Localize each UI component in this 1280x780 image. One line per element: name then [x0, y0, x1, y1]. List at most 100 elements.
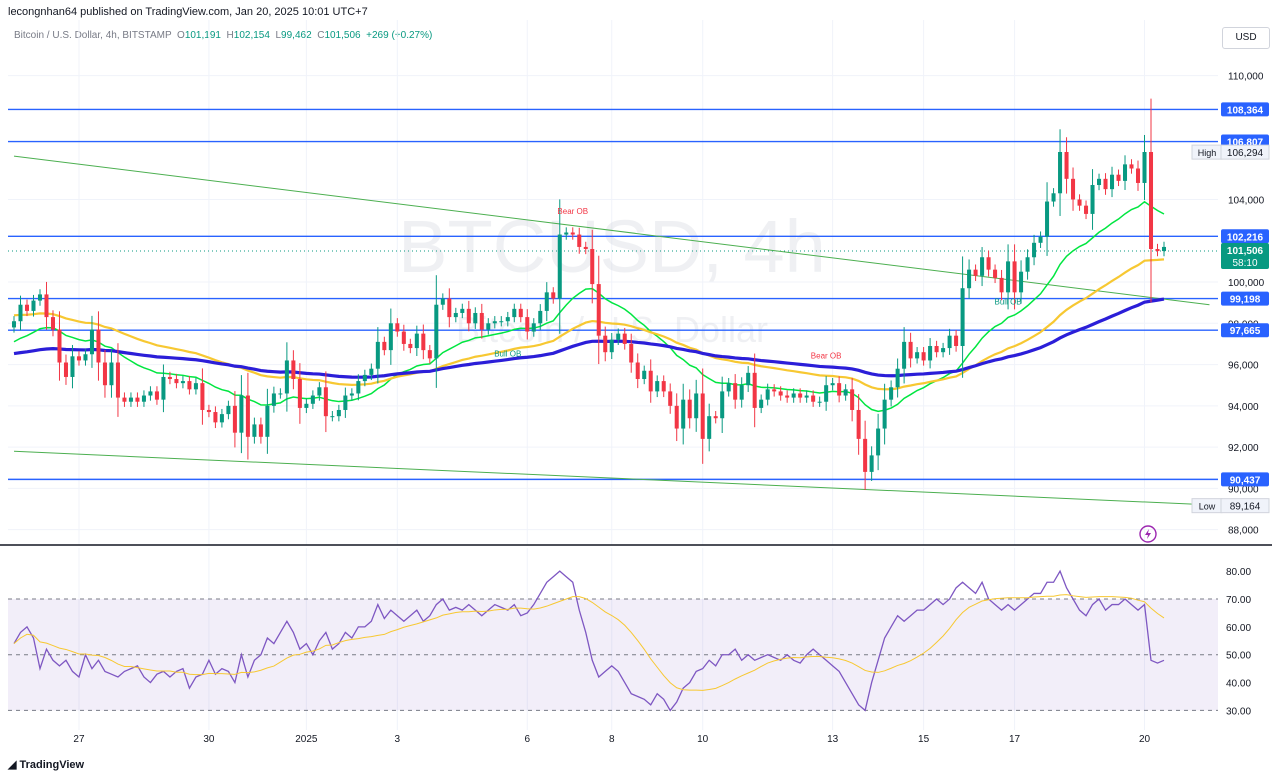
candle-body [479, 312, 484, 330]
currency-button[interactable]: USD [1222, 27, 1270, 49]
candle-body [889, 387, 894, 400]
candle-body [882, 399, 887, 429]
candle-body [739, 385, 744, 400]
candle-body [148, 391, 153, 396]
candle-body [180, 381, 185, 384]
last-price-tag-label: 101,506 [1227, 246, 1264, 257]
candle-body [629, 343, 634, 363]
legend-low: 99,462 [281, 30, 312, 41]
candle-body [492, 321, 497, 324]
candle-body [538, 310, 543, 324]
last-price-tag [1221, 242, 1269, 269]
candle-body [109, 362, 114, 386]
level-price-tag-label: 106,807 [1227, 138, 1264, 149]
tradingview-brand: ◢ TradingView [8, 758, 84, 771]
candle-body [395, 323, 400, 332]
candle-body [362, 374, 367, 382]
candle-body [252, 424, 257, 437]
price-tick-label: 104,000 [1228, 195, 1265, 206]
candle-body [408, 343, 413, 349]
candle-body [778, 391, 783, 396]
candle-body [700, 393, 705, 439]
candle-body [193, 383, 198, 390]
candle-body [434, 304, 439, 359]
candle-body [655, 381, 660, 392]
candle-body [245, 395, 250, 437]
rsi-tick-label: 60.00 [1226, 623, 1251, 634]
candle-body [37, 294, 43, 301]
candle-body [583, 246, 588, 249]
candle-body [720, 391, 725, 419]
rsi-tick-label: 30.00 [1226, 706, 1251, 717]
time-tick-label: 30 [203, 734, 215, 745]
price-tick-label: 88,000 [1228, 526, 1259, 537]
ob-annotation: Bear OB [557, 207, 588, 216]
candle-body [343, 395, 348, 410]
candle-body [1019, 271, 1024, 293]
candle-body [1116, 174, 1121, 181]
candle-body [902, 341, 907, 369]
candle-body [460, 308, 465, 313]
candle-body [466, 308, 471, 324]
candle-body [1103, 178, 1108, 190]
alert-icon[interactable] [1139, 525, 1157, 543]
legend-high-label: H [226, 30, 234, 41]
candle-body [219, 414, 224, 423]
legend-open-label: O [177, 30, 185, 41]
time-tick-label: 10 [697, 734, 709, 745]
candle-body [726, 383, 731, 392]
level-price-tag [1221, 102, 1269, 117]
candle-body [1084, 205, 1089, 214]
candle-body [89, 329, 94, 355]
candle-body [1155, 249, 1160, 252]
time-tick-label: 15 [918, 734, 930, 745]
candle-body [141, 395, 146, 402]
legend-change: +269 (+0.27%) [366, 30, 433, 41]
candle-body [941, 348, 946, 353]
time-tick-label: 27 [73, 734, 85, 745]
candle-body [1012, 261, 1017, 293]
candle-body [187, 381, 192, 390]
candle-body [1045, 201, 1050, 237]
price-tick-label: 92,000 [1228, 443, 1259, 454]
candle-body [70, 356, 75, 377]
candle-body [421, 333, 426, 351]
time-tick-label: 8 [609, 734, 615, 745]
candle-body [1148, 152, 1154, 249]
candle-body [817, 401, 822, 403]
candle-body [603, 335, 608, 353]
candle-body [947, 335, 952, 349]
candle-body [1097, 178, 1102, 186]
candle-body [577, 234, 582, 247]
candle-body [206, 409, 211, 413]
candle-body [1090, 185, 1095, 214]
candle-body [161, 376, 166, 400]
candle-body [921, 352, 926, 361]
candle-body [850, 389, 855, 410]
candle-body [174, 379, 179, 384]
candle-body [531, 323, 536, 332]
candle-body [369, 368, 374, 375]
candle-body [1135, 168, 1141, 183]
candle-body [167, 376, 172, 380]
candle-body [388, 323, 393, 351]
candle-body [440, 298, 445, 305]
trendline [13, 450, 1210, 506]
candle-body [330, 416, 335, 418]
legend-close: 101,506 [324, 30, 361, 41]
legend-open: 101,191 [184, 30, 221, 41]
candle-body [681, 399, 686, 429]
candle-body [1064, 152, 1069, 179]
candle-body [1058, 152, 1063, 194]
candle-body [83, 354, 88, 361]
candle-body [115, 362, 120, 398]
candle-body [752, 372, 757, 408]
candle-body [356, 381, 361, 394]
candle-body [102, 362, 107, 386]
rsi-tick-label: 80.00 [1226, 567, 1251, 578]
candle-body [518, 308, 523, 318]
level-price-tag-label: 99,198 [1230, 295, 1261, 306]
candle-body [772, 389, 777, 392]
time-tick-label: 2025 [295, 734, 318, 745]
